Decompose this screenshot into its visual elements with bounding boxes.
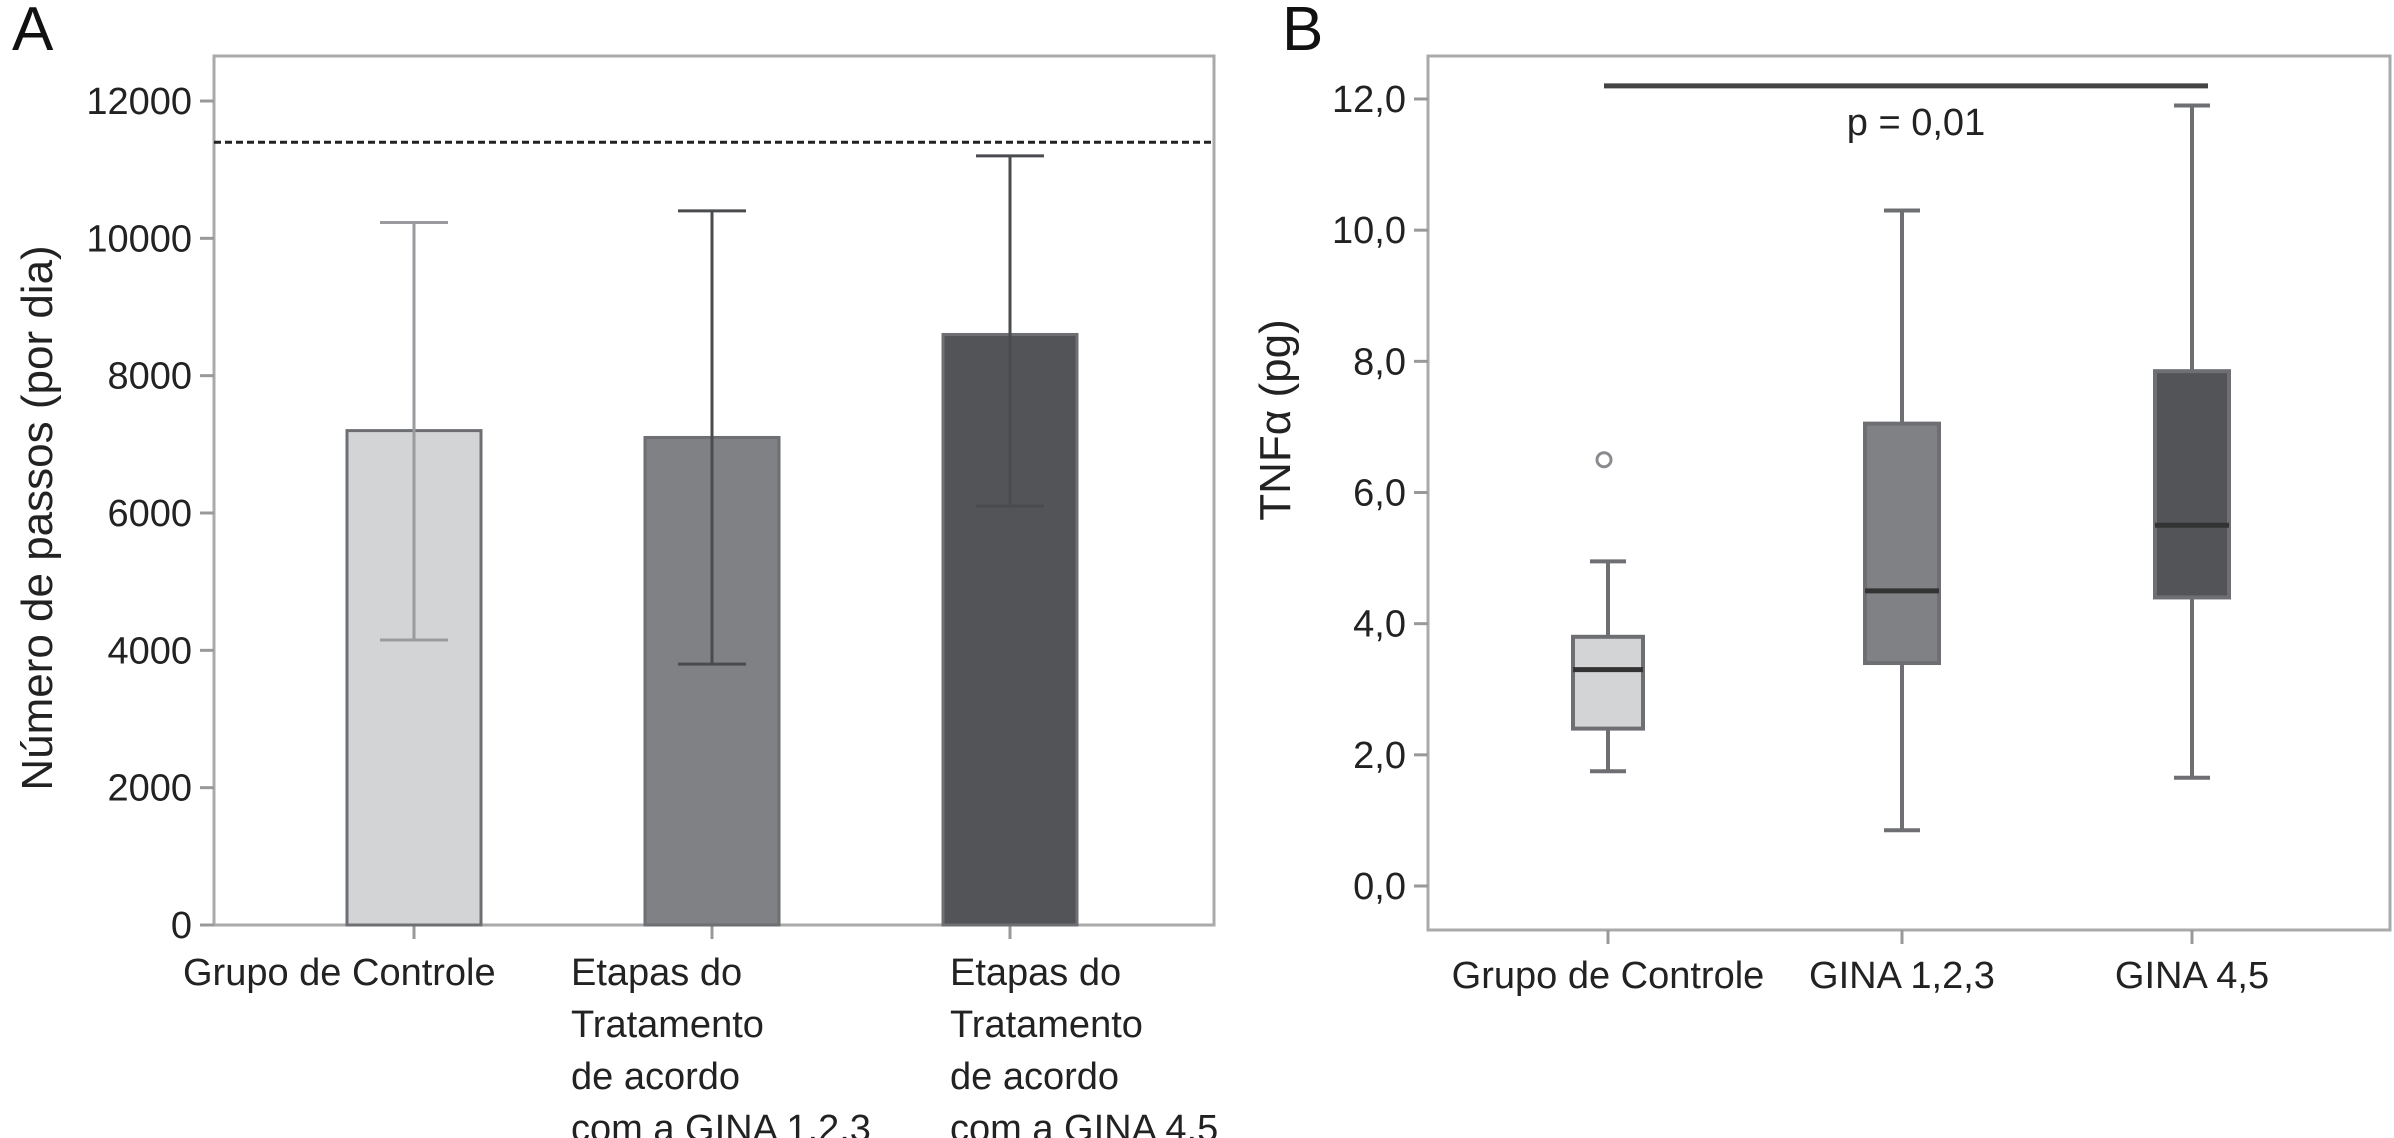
x-category-label: GINA 4,5: [2115, 955, 2269, 997]
y-tick-label: 6000: [107, 493, 192, 535]
x-category-label: Grupo de Controle: [1452, 955, 1765, 997]
box: [1863, 421, 1941, 666]
y-tick-label: 0,0: [1353, 866, 1406, 908]
y-tick-label: 8000: [107, 356, 192, 398]
y-tick-label: 12,0: [1332, 79, 1406, 121]
y-axis-label-a: Número de passos (por dia): [13, 245, 62, 790]
y-tick-label: 2000: [107, 768, 192, 810]
y-tick-label: 10000: [86, 218, 192, 260]
panel-label-b: B: [1282, 0, 1323, 64]
x-category-label: com a GINA 1,2,3: [571, 1108, 871, 1138]
x-category-label: de acordo: [950, 1056, 1119, 1098]
panel-b: 0,0 2,0 4,0 6,0 8,0 10,0 12,0 Grupo de Controle…: [1332, 54, 2392, 997]
y-tick-label: 4,0: [1353, 604, 1406, 646]
x-category-label: GINA 1,2,3: [1809, 955, 1995, 997]
outlier-point: [1595, 451, 1613, 469]
y-tick-label: 8,0: [1353, 341, 1406, 383]
panel-a: 0 2000 4000 6000 8000 10000 12000 Grupo de Cont…: [86, 54, 1218, 1138]
x-category-label: Grupo de Controle: [183, 952, 496, 994]
x-category-label: Etapas do: [571, 952, 742, 994]
x-category-label: Etapas do: [950, 952, 1121, 994]
x-category-label: de acordo: [571, 1056, 740, 1098]
y-tick-label: 6,0: [1353, 473, 1406, 515]
y-tick-label: 4000: [107, 630, 192, 672]
box: [1571, 634, 1645, 731]
x-category-label: Tratamento: [950, 1004, 1143, 1046]
x-category-label: Tratamento: [571, 1004, 764, 1046]
y-tick-label: 12000: [86, 81, 192, 123]
y-tick-label: 2,0: [1353, 735, 1406, 777]
y-axis-label-b: TNFα (pg): [1251, 319, 1300, 520]
panel-label-a: A: [12, 0, 54, 64]
box: [2153, 369, 2231, 600]
x-category-label: com a GINA 4,5: [950, 1108, 1218, 1138]
y-tick-label: 10,0: [1332, 210, 1406, 252]
y-tick-label: 0: [171, 905, 192, 947]
significance-label: p = 0,01: [1847, 102, 1985, 144]
